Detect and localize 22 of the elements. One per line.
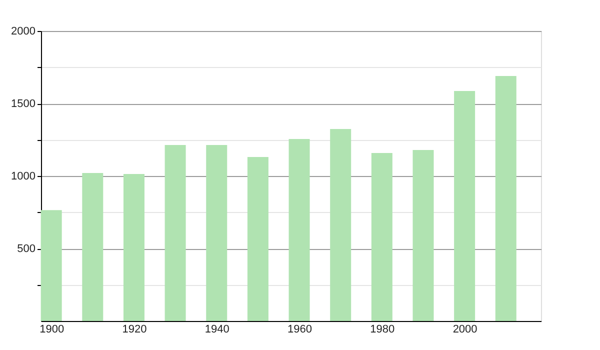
x-tick-label: 1960 [288, 324, 312, 336]
bar [247, 157, 268, 321]
y-tick-label: 2000 [11, 26, 36, 38]
x-tick-label: 2000 [452, 324, 478, 336]
x-tick-label: 1920 [122, 324, 147, 336]
bar [495, 76, 516, 321]
bar [371, 152, 392, 321]
bar [330, 129, 352, 321]
bar [288, 139, 310, 321]
bar [454, 91, 476, 321]
y-tick-label: 1500 [11, 98, 36, 110]
bar [206, 144, 228, 321]
bar [164, 144, 186, 321]
bar [412, 150, 434, 321]
bar [123, 174, 144, 321]
y-tick-label: 1000 [11, 170, 36, 182]
bar [82, 172, 104, 321]
bar [40, 210, 62, 321]
y-tick-label: 500 [17, 243, 36, 255]
x-tick-label: 1900 [40, 324, 64, 336]
x-tick-label: 1980 [370, 324, 395, 336]
x-tick-label: 1940 [204, 324, 230, 336]
